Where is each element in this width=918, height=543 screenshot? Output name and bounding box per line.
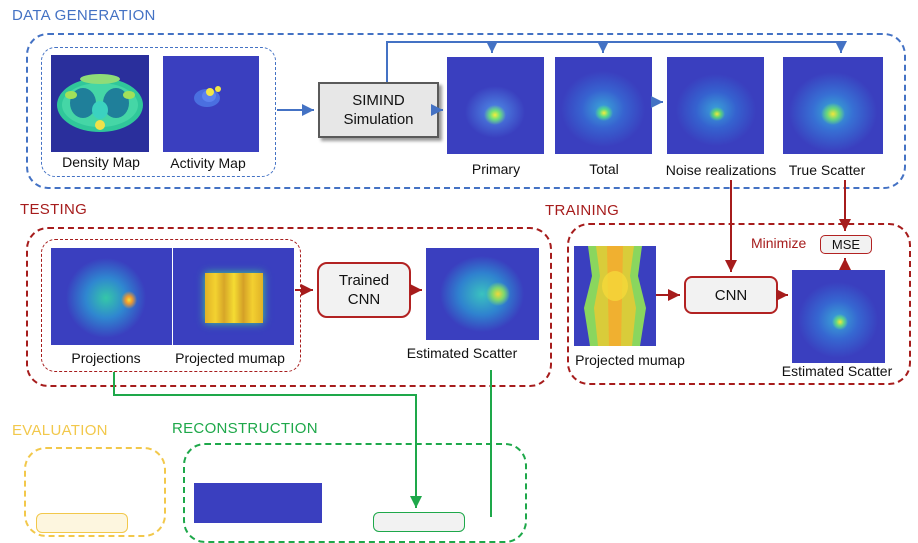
trained-label: Trained	[338, 272, 390, 289]
data-generation-title: DATA GENERATION	[12, 7, 156, 24]
primary-label: Primary	[471, 161, 521, 177]
density-map-image	[51, 55, 149, 152]
input-maps-group	[41, 47, 276, 177]
trained-cnn-box: Trained CNN	[317, 262, 411, 318]
testing-title: TESTING	[20, 201, 88, 218]
projections-label: Projections	[71, 350, 141, 366]
simulation-label: Simulation	[343, 111, 414, 128]
estimated-scatter-test-label: Estimated Scatter	[406, 345, 518, 361]
mse-box: MSE	[820, 235, 872, 254]
noise-realizations-image	[667, 57, 764, 154]
estimated-scatter-train-label: Estimated Scatter	[781, 363, 893, 379]
reconstruction-title: RECONSTRUCTION	[172, 420, 318, 437]
total-image	[555, 57, 652, 154]
minimize-label: Minimize	[751, 235, 807, 251]
true-scatter-label: True Scatter	[788, 162, 866, 178]
simind-simulation-box: SIMIND Simulation	[318, 82, 439, 138]
reconstruction-image	[194, 483, 322, 523]
cnn-label: CNN	[347, 291, 381, 308]
estimated-scatter-train-image	[792, 270, 885, 363]
testing-panel	[26, 227, 552, 387]
data-generation-panel	[26, 33, 906, 189]
mumap-block	[205, 273, 263, 323]
activity-map-label: Activity Map	[170, 155, 246, 171]
training-title: TRAINING	[545, 202, 620, 219]
projected-mumap-label: Projected mumap	[175, 350, 285, 366]
density-map-label: Density Map	[62, 154, 140, 170]
projected-mumap-train-label: Projected mumap	[575, 352, 685, 368]
projected-mumap-image	[173, 248, 294, 345]
noise-realizations-label: Noise realizations	[665, 162, 777, 178]
connector-arrows	[113, 41, 851, 517]
primary-image	[447, 57, 544, 154]
evaluation-title: EVALUATION	[12, 422, 108, 439]
simind-label: SIMIND	[352, 92, 405, 109]
activity-map-image	[163, 56, 259, 152]
true-scatter-image	[783, 57, 883, 154]
projected-mumap-train-image	[574, 246, 656, 346]
training-panel	[567, 223, 911, 385]
estimated-scatter-test-image	[426, 248, 539, 340]
total-label: Total	[589, 161, 619, 177]
testing-inputs-group	[41, 239, 301, 372]
projections-image	[51, 248, 172, 345]
cnn-box: CNN	[684, 276, 778, 314]
